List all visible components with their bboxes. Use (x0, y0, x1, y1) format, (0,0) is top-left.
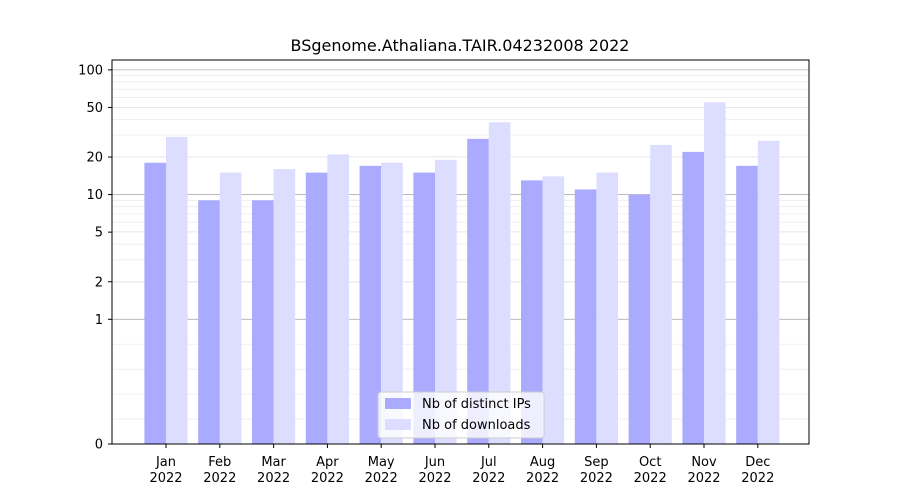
y-axis: 0 1 2 5 10 20 50 100 (78, 63, 112, 453)
bar-distinct-ips-11 (736, 165, 758, 444)
bar-distinct-ips-8 (574, 189, 597, 444)
bar-downloads-9 (650, 144, 672, 445)
legend-label-downloads: Nb of downloads (422, 418, 531, 433)
x-tick-label: May 2022 (365, 455, 398, 486)
x-tick-label: Jul 2022 (472, 455, 505, 486)
legend-swatch-distinct-ips (385, 398, 411, 409)
bar-distinct-ips-3 (305, 172, 328, 444)
legend-box (377, 391, 545, 439)
bar-downloads-0 (166, 136, 188, 445)
x-tick-label: Aug 2022 (526, 455, 559, 486)
x-tick-label: Jan 2022 (149, 455, 182, 486)
x-tick-label: Jun 2022 (418, 455, 451, 486)
bar-downloads-10 (704, 102, 726, 445)
y-tick-label: 10 (86, 188, 103, 203)
y-tick-label: 50 (86, 101, 103, 116)
bar-downloads-3 (327, 154, 349, 444)
bar-distinct-ips-6 (467, 138, 489, 444)
bar-downloads-1 (219, 172, 242, 444)
bar-downloads-6 (488, 122, 511, 445)
bar-downloads-7 (542, 176, 565, 444)
plot-frame (111, 59, 810, 445)
bars (144, 102, 780, 445)
bar-distinct-ips-1 (198, 200, 220, 444)
x-tick-label: Sep 2022 (580, 455, 613, 486)
chart-title: BSgenome.Athaliana.TAIR.04232008 2022 (291, 36, 630, 55)
bar-distinct-ips-9 (628, 194, 651, 444)
x-tick-label: Nov 2022 (687, 455, 720, 486)
bar-distinct-ips-10 (682, 151, 704, 444)
bar-downloads-8 (596, 172, 618, 444)
x-tick-label: Feb 2022 (203, 455, 236, 486)
bar-distinct-ips-7 (521, 180, 543, 444)
y-tick-label: 0 (95, 438, 103, 453)
y-tick-label: 2 (95, 275, 103, 290)
x-tick-label: Apr 2022 (311, 455, 344, 486)
y-tick-label: 100 (78, 63, 103, 78)
legend: Nb of distinct IPs Nb of downloads (377, 391, 545, 439)
y-tick-label: 5 (95, 226, 103, 241)
x-tick-label: Oct 2022 (634, 455, 667, 486)
bar-downloads-4 (381, 162, 403, 444)
y-tick-label: 1 (95, 313, 103, 328)
x-tick-label: Dec 2022 (741, 455, 774, 486)
bar-distinct-ips-4 (359, 165, 382, 444)
x-tick-label: Mar 2022 (257, 455, 290, 486)
bar-downloads-11 (757, 140, 780, 444)
legend-label-distinct-ips: Nb of distinct IPs (422, 397, 531, 412)
y-tick-label: 20 (86, 151, 103, 166)
bar-distinct-ips-0 (144, 162, 166, 444)
x-axis: Jan 2022 Feb 2022 Mar 2022 Apr 2022 May 2022 Jun 20… (149, 444, 774, 486)
legend-swatch-downloads (385, 419, 411, 430)
bar-distinct-ips-2 (252, 200, 274, 444)
bar-downloads-5 (435, 159, 457, 444)
bar-downloads-2 (273, 169, 296, 444)
bar-distinct-ips-5 (413, 172, 435, 444)
